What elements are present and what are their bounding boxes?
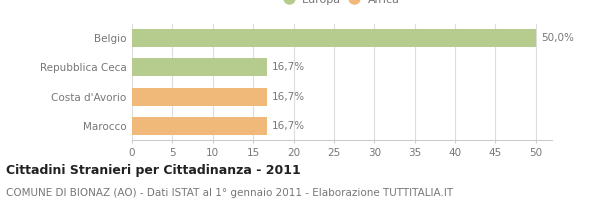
Text: 50,0%: 50,0% (541, 33, 574, 43)
Bar (132, 88, 267, 106)
Bar (132, 29, 536, 47)
Bar (132, 58, 267, 76)
Text: 16,7%: 16,7% (272, 92, 305, 102)
Bar (132, 117, 267, 135)
Text: 16,7%: 16,7% (272, 121, 305, 131)
Text: Cittadini Stranieri per Cittadinanza - 2011: Cittadini Stranieri per Cittadinanza - 2… (6, 164, 301, 177)
Text: COMUNE DI BIONAZ (AO) - Dati ISTAT al 1° gennaio 2011 - Elaborazione TUTTITALIA.: COMUNE DI BIONAZ (AO) - Dati ISTAT al 1°… (6, 188, 453, 198)
Text: 16,7%: 16,7% (272, 62, 305, 72)
Legend: Europa, Africa: Europa, Africa (284, 0, 400, 5)
